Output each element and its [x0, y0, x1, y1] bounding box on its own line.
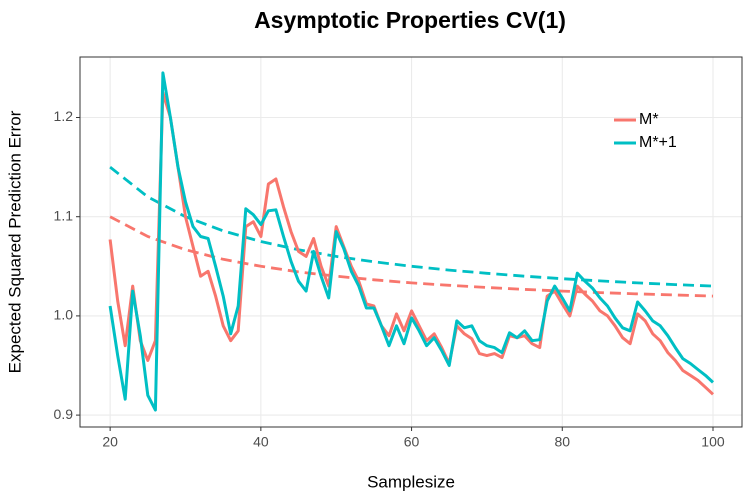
y-tick-label: 1.0 [54, 307, 74, 323]
x-axis-label: Samplesize [367, 472, 455, 491]
series-line [108, 71, 715, 412]
y-axis-label: Expected Squared Prediction Error [5, 110, 24, 373]
x-tick-label: 60 [404, 434, 420, 450]
x-tick-label: 80 [554, 434, 570, 450]
legend-label: M* [639, 111, 659, 128]
y-tick-label: 1.1 [54, 207, 74, 223]
x-tick-label: 40 [253, 434, 269, 450]
y-tick-label: 1.2 [54, 108, 74, 124]
series-line [108, 91, 715, 396]
legend-label: M*+1 [639, 134, 677, 151]
x-tick-label: 20 [102, 434, 118, 450]
plot-border [79, 56, 743, 428]
y-tick-label: 0.9 [54, 406, 74, 422]
asymptote-line [109, 215, 714, 298]
chart-title: Asymptotic Properties CV(1) [254, 7, 566, 33]
x-tick-label: 100 [701, 434, 725, 450]
